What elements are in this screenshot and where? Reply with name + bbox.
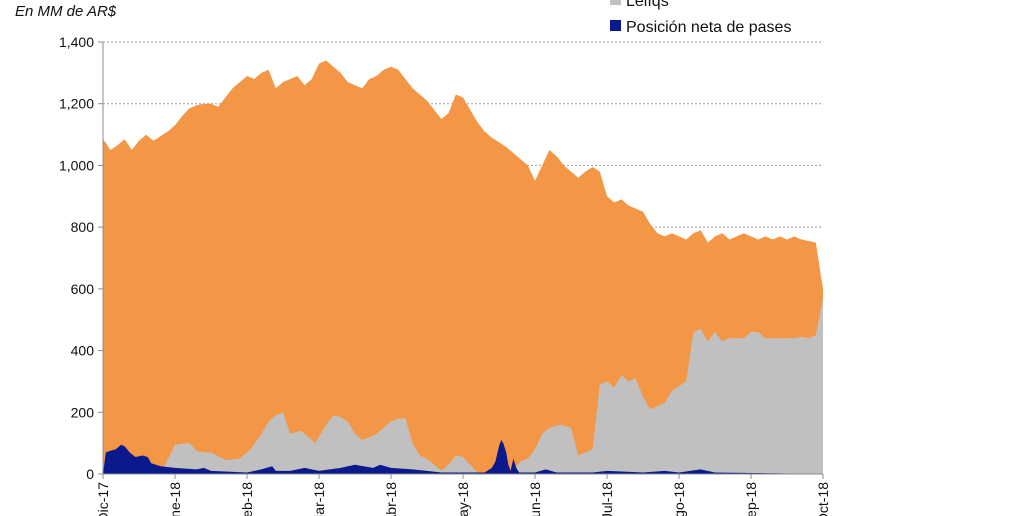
y-tick-label: 1,000 xyxy=(59,157,94,173)
x-tick-label: Feb-18 xyxy=(239,482,255,516)
y-tick-label: 1,200 xyxy=(59,96,94,112)
x-tick-label: Oct-18 xyxy=(815,482,831,516)
y-axis-tick-labels: 0 200 400 600 800 1,000 1,200 1,400 xyxy=(59,34,94,482)
x-tick-label: Jun-18 xyxy=(527,482,543,516)
y-tick-label: 600 xyxy=(71,281,95,297)
legend-label-posicion-neta-de-pases: Posición neta de pases xyxy=(626,19,791,36)
y-tick-label: 0 xyxy=(86,466,94,482)
y-tick-label: 800 xyxy=(71,219,95,235)
y-tick-label: 1,400 xyxy=(59,34,94,50)
x-tick-label: Abr-18 xyxy=(383,482,399,516)
unit-label: En MM de AR$ xyxy=(15,3,117,20)
area-posicion-neta-de-pases xyxy=(103,440,823,474)
area-total xyxy=(103,60,823,474)
x-tick-label: Jul-18 xyxy=(599,482,615,516)
x-tick-label: May-18 xyxy=(455,482,471,516)
legend-label-leliqs: Lelíqs xyxy=(626,0,669,10)
x-tick-label: Mar-18 xyxy=(311,482,327,516)
y-tick-label: 400 xyxy=(71,343,95,359)
legend-swatch-leliqs xyxy=(610,0,621,5)
plot-areas xyxy=(103,60,823,474)
x-tick-label: Ene-18 xyxy=(167,482,183,516)
area-leliqs xyxy=(103,298,823,474)
x-tick-label: Sep-18 xyxy=(743,482,759,516)
x-tick-label: Dic-17 xyxy=(95,482,111,516)
x-tick-label: Ago-18 xyxy=(671,482,687,516)
axes xyxy=(98,41,824,479)
legend: Lelíqs Posición neta de pases xyxy=(610,0,791,36)
legend-swatch-posicion-neta-de-pases xyxy=(610,20,621,31)
y-tick-label: 200 xyxy=(71,404,95,420)
x-axis-tick-labels: Dic-17 Ene-18 Feb-18 Mar-18 Abr-18 May-18 Jun-… xyxy=(95,482,831,516)
